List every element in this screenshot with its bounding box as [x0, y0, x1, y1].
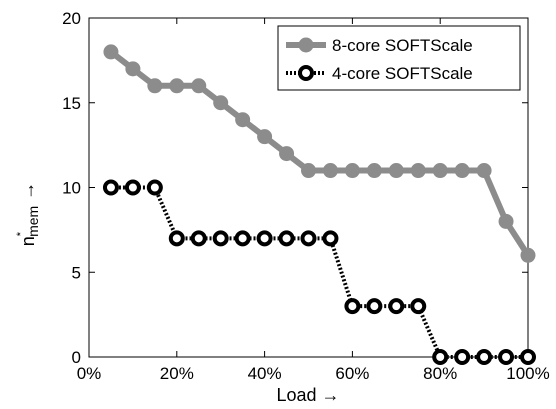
data-point — [212, 230, 229, 247]
data-point — [124, 179, 141, 196]
data-point — [432, 163, 448, 179]
x-tick-label: 0% — [77, 364, 102, 383]
data-point — [257, 129, 273, 145]
x-tick-label: 80% — [423, 364, 457, 383]
data-point — [520, 349, 536, 365]
svg-text:n*mem→: n*mem → — [15, 182, 41, 246]
legend-swatch-marker-2 — [298, 65, 314, 81]
legend-box — [277, 25, 521, 91]
y-axis-label-base: n — [18, 236, 38, 246]
y-tick-label: 0 — [72, 348, 81, 367]
data-point — [388, 298, 405, 315]
data-point — [454, 349, 471, 365]
data-point — [322, 163, 338, 179]
data-point — [410, 298, 427, 315]
data-point — [279, 146, 295, 162]
legend-label-1: 8-core SOFTScale — [332, 36, 473, 55]
x-tick-label: 40% — [248, 364, 282, 383]
y-tick-label: 15 — [62, 94, 81, 113]
data-point — [366, 163, 382, 179]
data-point — [476, 163, 492, 179]
data-point — [432, 349, 449, 365]
data-point — [520, 247, 536, 263]
data-point — [256, 230, 273, 247]
legend-swatch-marker-1 — [298, 37, 314, 53]
series-2 — [102, 179, 536, 365]
y-tick-label: 10 — [62, 179, 81, 198]
x-tick-label: 100% — [506, 364, 549, 383]
data-point — [454, 163, 470, 179]
data-point — [190, 230, 207, 247]
data-point — [344, 163, 360, 179]
data-point — [410, 163, 426, 179]
data-point — [125, 61, 141, 77]
x-axis-label: Load → — [276, 385, 339, 405]
data-point — [301, 163, 316, 179]
series-1 — [103, 44, 536, 263]
data-point — [344, 298, 361, 315]
data-point — [498, 349, 515, 365]
data-point — [147, 78, 163, 94]
data-point — [300, 230, 317, 247]
data-point — [476, 349, 493, 365]
y-axis-label-sup: * — [15, 231, 27, 236]
y-axis-label-arrow: → — [18, 182, 38, 200]
x-tick-label: 20% — [160, 364, 194, 383]
data-point — [388, 163, 404, 179]
data-point — [168, 230, 185, 247]
series-layer — [102, 44, 536, 365]
data-point — [498, 213, 514, 229]
data-point — [102, 179, 119, 196]
series-line — [110, 185, 528, 359]
data-point — [322, 230, 339, 247]
data-point — [278, 230, 295, 247]
y-axis-label-sub: mem — [25, 206, 41, 237]
y-tick-label: 20 — [62, 9, 81, 28]
data-point — [191, 78, 207, 94]
legend-label-2: 4-core SOFTScale — [332, 64, 473, 83]
y-axis-label: n*mem → — [15, 182, 41, 246]
y-axis-ticks: 0 5 10 15 20 — [62, 9, 528, 367]
x-tick-label: 60% — [335, 364, 369, 383]
data-point — [213, 95, 229, 111]
data-point — [103, 44, 119, 60]
data-point — [169, 78, 185, 94]
y-tick-label: 5 — [72, 263, 81, 282]
data-point — [366, 298, 383, 315]
data-point — [234, 230, 251, 247]
legend: 8-core SOFTScale 4-core SOFTScale — [277, 25, 521, 91]
data-point — [146, 179, 163, 196]
data-point — [235, 112, 251, 128]
x-axis-ticks: 0% 20% 40% 60% 80% 100% — [77, 18, 550, 383]
